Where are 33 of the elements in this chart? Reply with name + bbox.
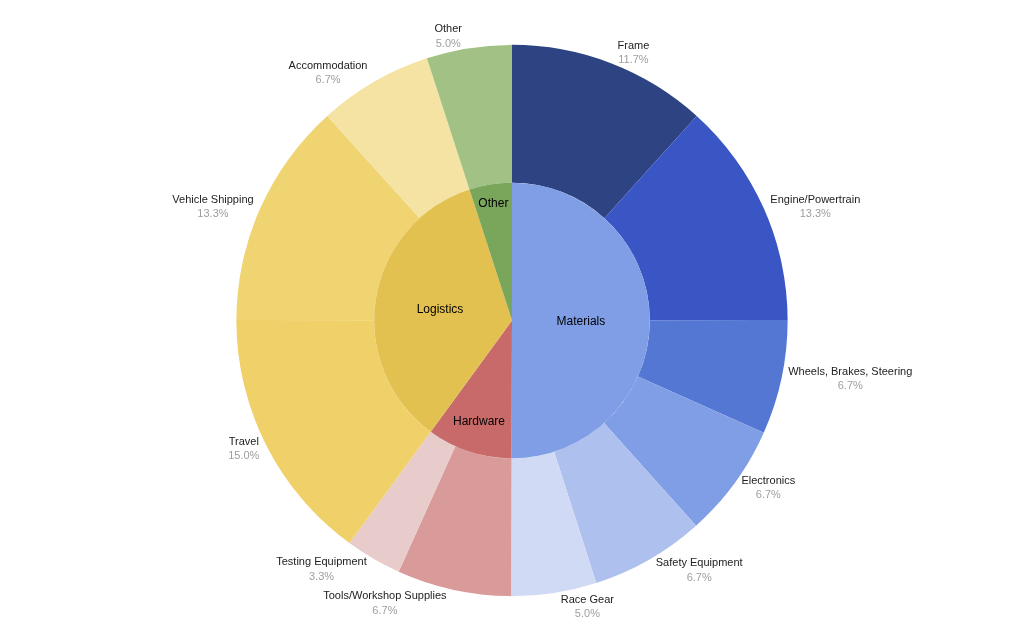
data-label: 13.3% xyxy=(799,207,832,220)
slice-label: Logistics xyxy=(416,301,464,316)
slice-label: Testing Equipment xyxy=(276,555,367,568)
slice-label: Other xyxy=(434,22,463,35)
data-label: 6.7% xyxy=(372,603,398,616)
pie-slice xyxy=(469,182,512,321)
slice-label: Wheels, Brakes, Steering xyxy=(788,365,913,378)
data-label: 15.0% xyxy=(228,448,260,461)
pie-slice xyxy=(430,320,512,459)
slice-label: Materials xyxy=(556,313,606,328)
data-label: 5.0% xyxy=(574,606,601,619)
slice-label: Travel xyxy=(228,434,259,447)
slice-label: Hardware xyxy=(453,413,506,428)
slice-label: Electronics xyxy=(741,474,796,487)
slice-label: Accommodation xyxy=(288,58,368,71)
slice-label: Other xyxy=(478,195,509,210)
data-label: 6.7% xyxy=(837,379,864,392)
donut-slice xyxy=(637,320,788,433)
slice-label: Safety Equipment xyxy=(655,556,743,569)
data-label: 13.3% xyxy=(197,207,229,220)
donut-slice xyxy=(511,451,597,597)
data-label: 3.3% xyxy=(308,569,335,582)
data-label: 6.7% xyxy=(755,488,782,501)
pie-slice xyxy=(374,189,512,432)
slice-label: Engine/Powertrain xyxy=(770,193,861,206)
slice-label: Frame xyxy=(617,38,650,51)
slice-label: Vehicle Shipping xyxy=(172,193,254,206)
data-label: 6.7% xyxy=(686,570,712,583)
slice-label: Race Gear xyxy=(560,592,615,605)
data-label: 5.0% xyxy=(435,36,462,49)
data-label: 11.7% xyxy=(618,52,649,65)
data-label: 6.7% xyxy=(315,73,341,86)
slice-label: Tools/Workshop Supplies xyxy=(323,589,448,602)
